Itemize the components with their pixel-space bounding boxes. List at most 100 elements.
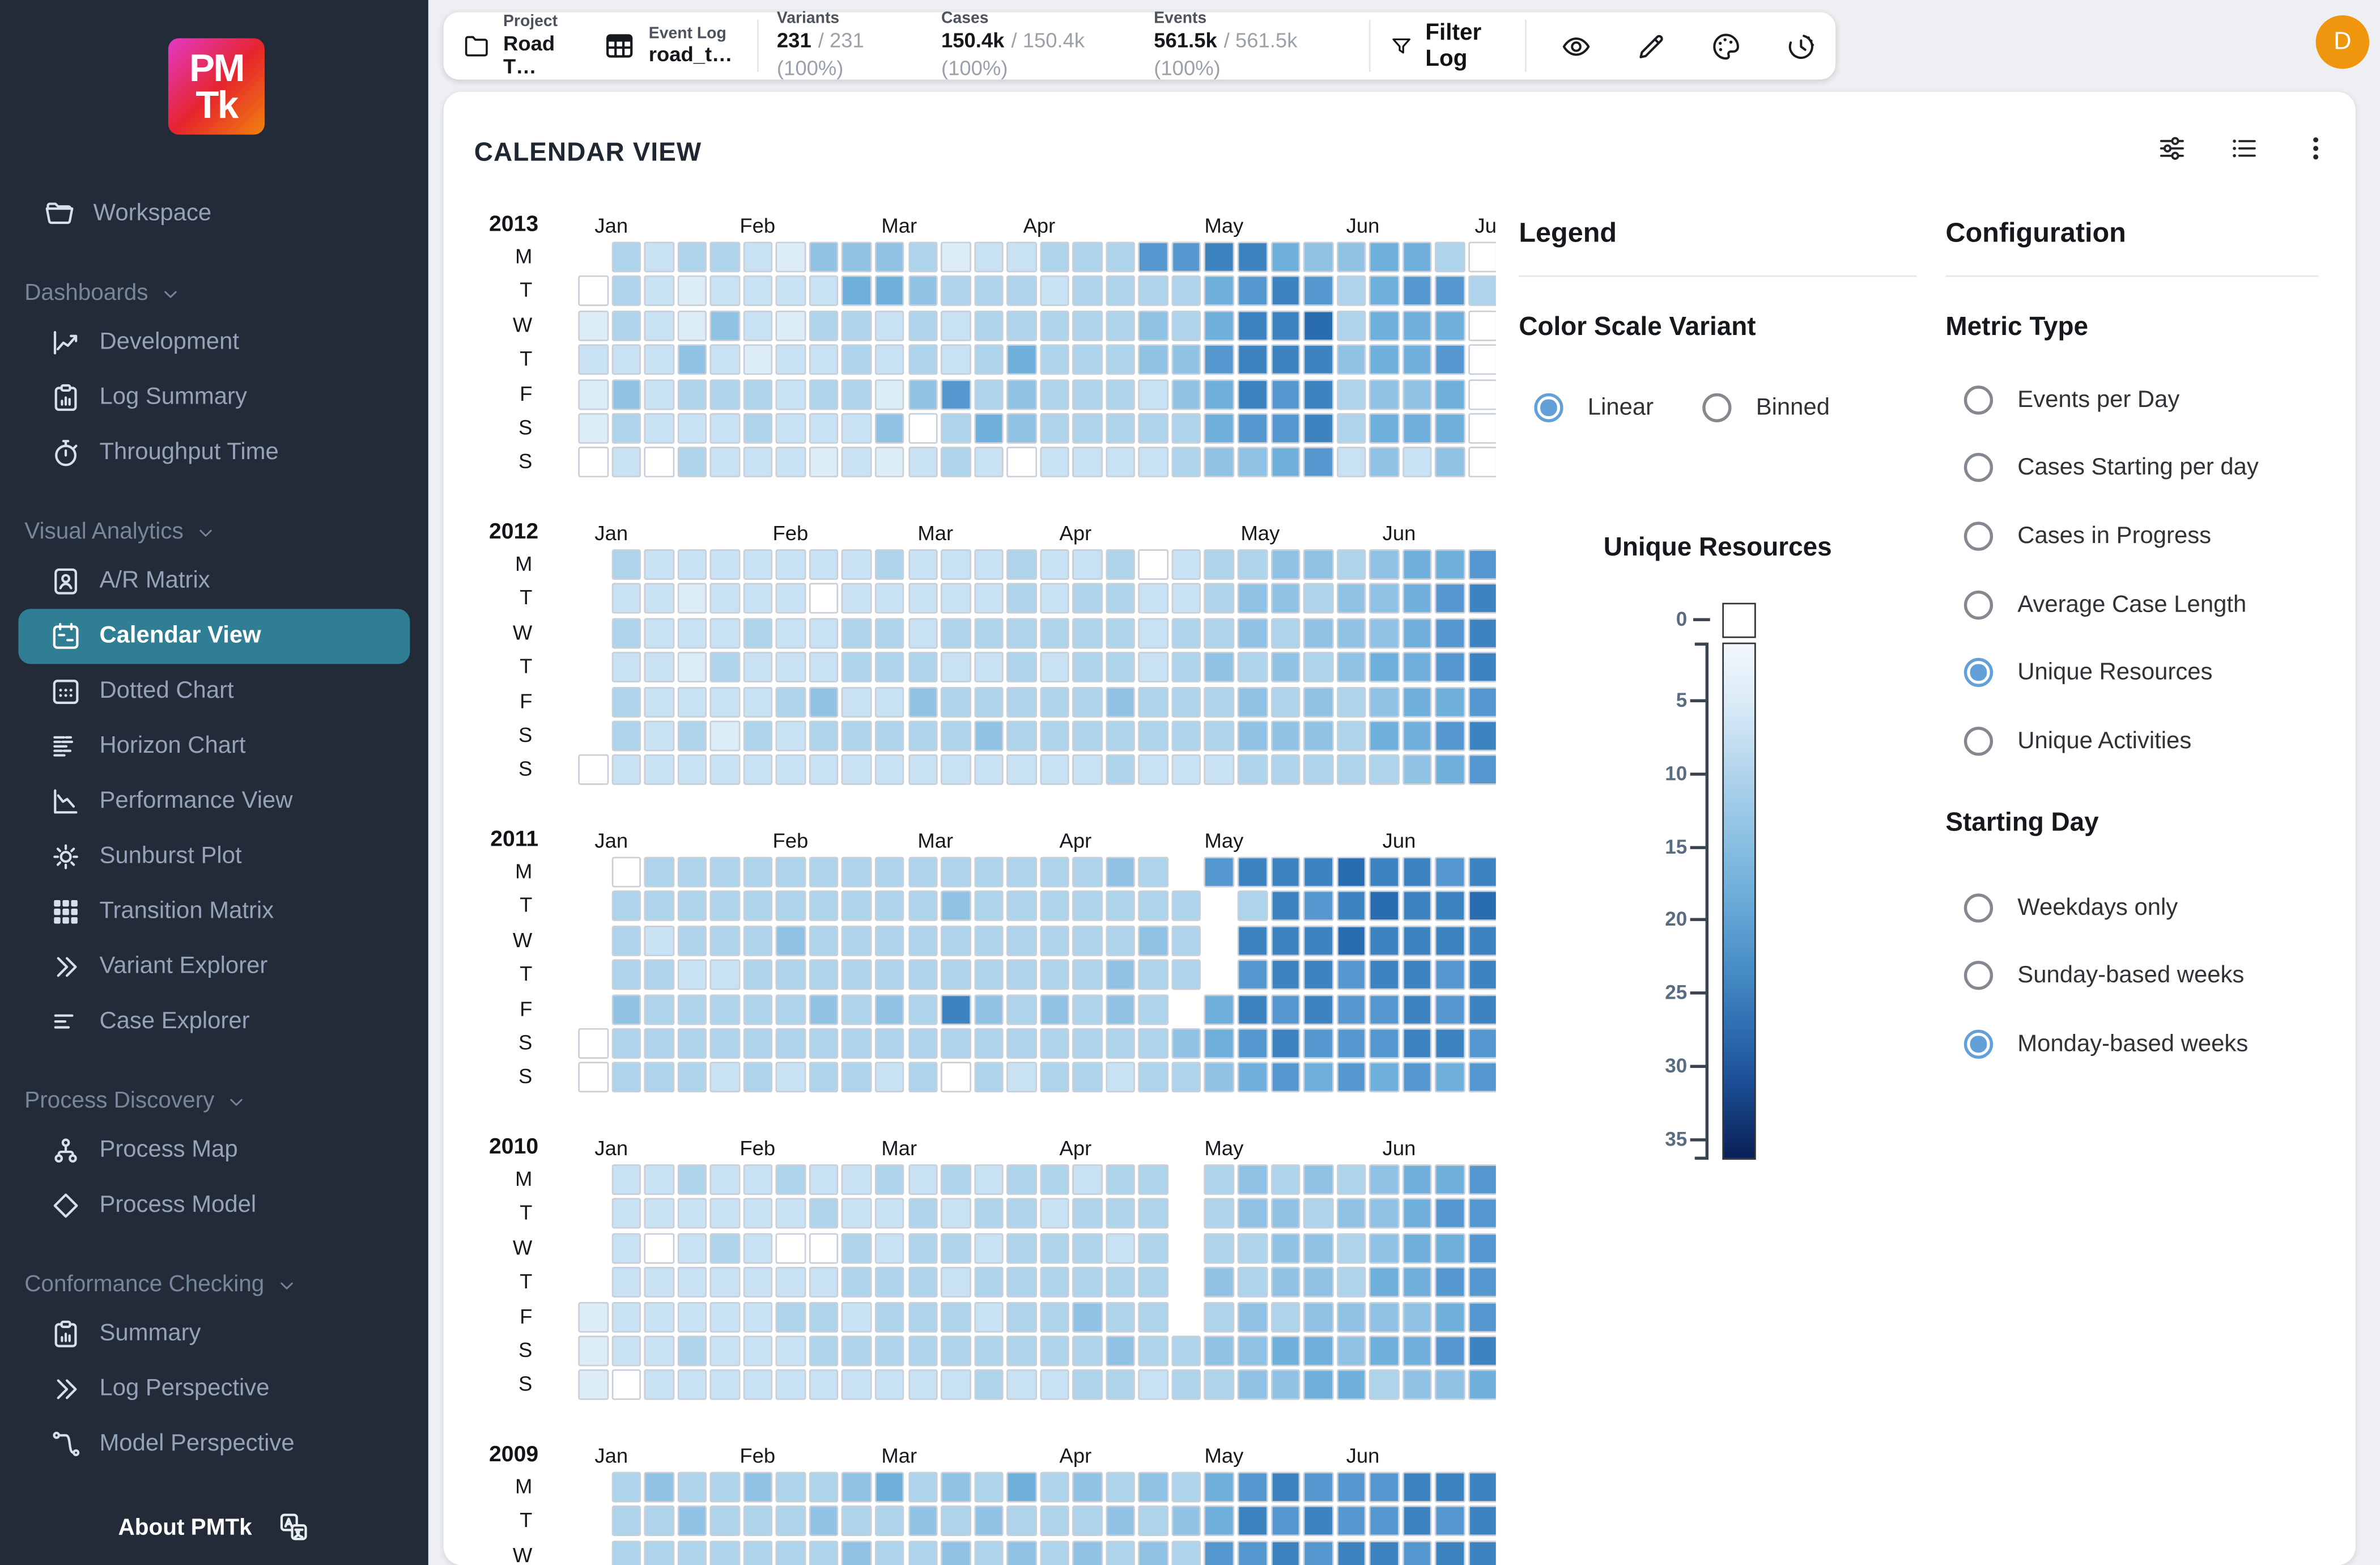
radio-unselected[interactable]: [1702, 393, 1732, 422]
calendar-cell: [1237, 241, 1268, 273]
eye-icon[interactable]: [1560, 30, 1592, 62]
month-label: Jun: [1346, 214, 1380, 237]
radio-unselected[interactable]: [1964, 961, 1994, 990]
calendar-cell: [1270, 1540, 1300, 1565]
metric-type-option-cases-in-progress[interactable]: Cases in Progress: [1964, 521, 2211, 551]
calendar-cell: [1270, 1062, 1300, 1093]
starting-day-option-monday-based-weeks[interactable]: Monday-based weeks: [1964, 1029, 2248, 1059]
calendar-cell: [578, 310, 608, 341]
sidebar-section-visual-analytics[interactable]: Visual Analytics: [0, 508, 428, 554]
stat-label: Cases: [941, 9, 989, 27]
sidebar-item-case-explorer[interactable]: Case Explorer: [0, 994, 428, 1049]
sidebar-item-calendar-view[interactable]: Calendar View: [18, 609, 410, 664]
sidebar-item-dotted-chart[interactable]: Dotted Chart: [0, 664, 428, 719]
calendar-cell: [776, 1028, 806, 1059]
calendar-cell: [1303, 856, 1333, 888]
pencil-icon[interactable]: [1635, 30, 1667, 62]
radio-selected[interactable]: [1964, 658, 1994, 687]
calendar-cell: [1006, 583, 1037, 614]
palette-icon[interactable]: [1710, 30, 1742, 62]
clock-history-icon[interactable]: [1785, 30, 1817, 62]
sidebar-item-process-map[interactable]: Process Map: [0, 1123, 428, 1178]
project-group[interactable]: Project Road T…: [462, 13, 581, 79]
color-scale-option-binned[interactable]: Binned: [1702, 393, 1830, 422]
sidebar-section-process-discovery[interactable]: Process Discovery: [0, 1077, 428, 1123]
sliders-icon[interactable]: [2157, 133, 2187, 164]
calendar-cell: [677, 549, 707, 580]
calendar-cell: [1270, 686, 1300, 717]
user-avatar[interactable]: D: [2315, 15, 2370, 69]
calendar-cell: [874, 344, 905, 375]
radio-unselected[interactable]: [1964, 590, 1994, 620]
calendar-cell: [941, 1267, 971, 1298]
chevrons-right-icon: [49, 1372, 82, 1406]
sidebar-item-horizon-chart[interactable]: Horizon Chart: [0, 719, 428, 774]
radio-selected[interactable]: [1534, 393, 1563, 422]
calendar-cell: [941, 413, 971, 444]
sidebar-item-model-perspective[interactable]: Model Perspective: [0, 1416, 428, 1471]
month-label: Jan: [594, 1444, 628, 1468]
calendar-cell: [874, 241, 905, 273]
filter-log-button[interactable]: Filter Log: [1389, 20, 1516, 72]
calendar-cell: [1468, 1198, 1496, 1229]
sidebar-item-a-r-matrix[interactable]: A/R Matrix: [0, 554, 428, 609]
radio-unselected[interactable]: [1964, 727, 1994, 756]
starting-day-option-sunday-based-weeks[interactable]: Sunday-based weeks: [1964, 961, 2244, 990]
event-log-group[interactable]: Event Log road_t…: [603, 25, 733, 67]
calendar-cell: [842, 1335, 872, 1367]
metric-type-option-unique-resources[interactable]: Unique Resources: [1964, 658, 2212, 687]
list-icon[interactable]: [2229, 133, 2259, 164]
calendar-cell: [941, 652, 971, 683]
metric-type-option-events-per-day[interactable]: Events per Day: [1964, 385, 2179, 415]
about-pmtk-button[interactable]: About PMTk: [0, 1510, 428, 1543]
sidebar-section-label: Visual Analytics: [24, 518, 184, 544]
calendar-cell: [1303, 275, 1333, 307]
starting-day-option-weekdays-only[interactable]: Weekdays only: [1964, 893, 2178, 923]
calendar-cell: [1237, 1335, 1268, 1367]
radio-unselected[interactable]: [1964, 452, 1994, 482]
month-label: Jun: [1382, 829, 1416, 853]
radio-unselected[interactable]: [1964, 385, 1994, 415]
calendar-cell: [1105, 686, 1136, 717]
sidebar-section-dashboards[interactable]: Dashboards: [0, 269, 428, 315]
metric-type-option-average-case-length[interactable]: Average Case Length: [1964, 590, 2246, 620]
sidebar-item-sunburst-plot[interactable]: Sunburst Plot: [0, 829, 428, 884]
sidebar-item-transition-matrix[interactable]: Transition Matrix: [0, 884, 428, 939]
month-label: May: [1204, 829, 1244, 853]
sidebar-item-process-model[interactable]: Process Model: [0, 1178, 428, 1233]
sidebar-item-performance-view[interactable]: Performance View: [0, 774, 428, 829]
sidebar-item-summary[interactable]: Summary: [0, 1307, 428, 1362]
sidebar-item-development[interactable]: Development: [0, 315, 428, 370]
calendar-cell: [1138, 275, 1168, 307]
calendar-cell: [709, 1233, 740, 1264]
sidebar-item-log-perspective[interactable]: Log Perspective: [0, 1362, 428, 1416]
calendar-cell: [1270, 925, 1300, 956]
translate-icon[interactable]: [277, 1510, 310, 1543]
calendar-cell: [1072, 1062, 1103, 1093]
calendar-cell: [677, 344, 707, 375]
id-badge-icon: [49, 565, 82, 598]
calendar-cell: [1237, 549, 1268, 580]
calendar-cell: [1072, 275, 1103, 307]
sidebar-item-workspace[interactable]: Workspace: [0, 186, 428, 241]
sidebar-item-log-summary[interactable]: Log Summary: [0, 370, 428, 425]
calendar-cell: [1138, 379, 1168, 410]
calendar-cell: [611, 754, 641, 786]
metric-type-option-cases-starting-per-day[interactable]: Cases Starting per day: [1964, 452, 2259, 482]
sidebar-item-variant-explorer[interactable]: Variant Explorer: [0, 939, 428, 994]
radio-unselected[interactable]: [1964, 521, 1994, 551]
sidebar-section-conformance-checking[interactable]: Conformance Checking: [0, 1261, 428, 1307]
calendar-cell: [1369, 652, 1399, 683]
radio-unselected[interactable]: [1964, 893, 1994, 923]
calendar-cell: [1072, 994, 1103, 1025]
stat-variants: Variants 231 / 231 (100%): [777, 9, 913, 83]
radio-selected[interactable]: [1964, 1029, 1994, 1059]
kebab-icon[interactable]: [2301, 133, 2331, 164]
color-scale-option-linear[interactable]: Linear: [1534, 393, 1654, 422]
calendar-cell: [842, 720, 872, 752]
calendar-cell: [1468, 413, 1496, 444]
calendar-cell: [1270, 344, 1300, 375]
metric-type-option-unique-activities[interactable]: Unique Activities: [1964, 727, 2191, 756]
month-label: Apr: [1059, 829, 1092, 853]
sidebar-item-throughput-time[interactable]: Throughput Time: [0, 425, 428, 480]
